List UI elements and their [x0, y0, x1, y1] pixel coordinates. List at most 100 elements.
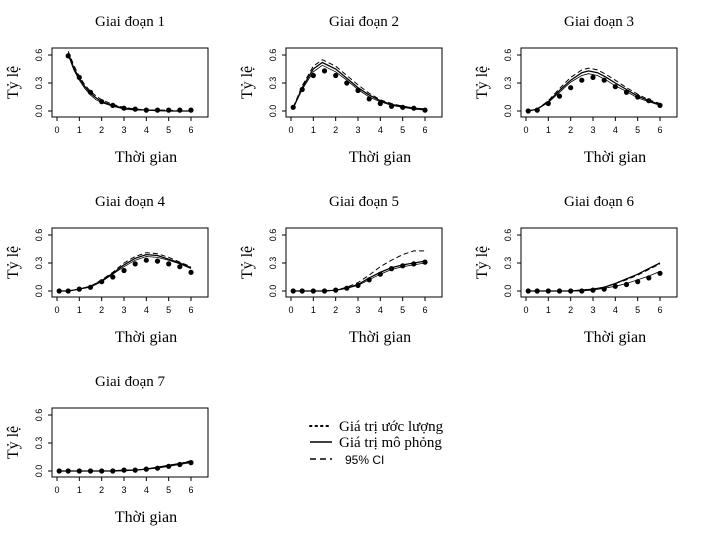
- plot-frame: [285, 47, 443, 118]
- data-point: [132, 261, 138, 267]
- panel-title: Giai đoạn 4: [95, 194, 165, 210]
- data-point: [99, 468, 105, 474]
- panel-title: Giai đoạn 5: [329, 194, 399, 210]
- y-tick-label: 0.0: [503, 285, 513, 298]
- x-tick-label: 1: [77, 485, 82, 495]
- x-axis-label: Thời gian: [115, 509, 177, 526]
- legend-label-estimated: Giá trị ước lượng: [339, 419, 444, 435]
- data-point: [76, 468, 82, 474]
- x-tick-label: 0: [523, 125, 528, 135]
- x-tick-label: 2: [99, 485, 104, 495]
- data-point: [355, 87, 361, 94]
- x-tick-label: 1: [546, 125, 551, 135]
- data-point: [635, 94, 641, 100]
- y-tick-label: 0.6: [268, 229, 278, 242]
- data-point: [579, 288, 585, 294]
- data-point: [310, 288, 316, 294]
- data-point: [612, 84, 618, 90]
- panel-title: Giai đoạn 6: [564, 194, 634, 210]
- x-tick-label: 4: [144, 125, 149, 135]
- data-point: [321, 288, 328, 294]
- x-tick-label: 5: [166, 305, 171, 315]
- series-line-dashed: [292, 59, 426, 110]
- panels: Giai đoạn 1 0 1 2 3 4 5 6 0.0 0.3 0.6 Thời gian Tỷ l…: [5, 14, 678, 526]
- series-line-dashed: [67, 51, 191, 112]
- legend-label-ci: 95% CI: [345, 453, 384, 467]
- x-tick-label: 5: [166, 485, 171, 495]
- x-tick-label: 6: [422, 305, 427, 315]
- series-line-solid-thin: [67, 54, 191, 112]
- data-point: [635, 279, 641, 285]
- x-tick-label: 1: [77, 305, 82, 315]
- data-point: [310, 72, 316, 79]
- data-point: [65, 288, 71, 294]
- data-point: [65, 468, 71, 474]
- y-axis-label: Tỷ lệ: [474, 66, 491, 99]
- data-point: [422, 259, 428, 265]
- data-point: [56, 288, 62, 294]
- x-tick-label: 3: [121, 485, 126, 495]
- y-tick-label: 0.0: [503, 105, 513, 118]
- data-point: [545, 100, 551, 107]
- x-tick-label: 1: [77, 125, 82, 135]
- x-tick-label: 4: [613, 125, 618, 135]
- data-point: [568, 85, 574, 91]
- x-tick-label: 0: [54, 305, 59, 315]
- x-tick-label: 2: [568, 305, 573, 315]
- y-tick-label: 0.0: [268, 105, 278, 118]
- x-tick-label: 0: [288, 125, 293, 135]
- y-tick-label: 0.6: [503, 229, 513, 242]
- plot-frame: [51, 47, 209, 118]
- panel-title: Giai đoạn 1: [95, 14, 165, 30]
- x-tick-label: 6: [188, 125, 193, 135]
- data-point: [657, 270, 663, 276]
- data-point: [534, 288, 540, 294]
- data-point: [143, 466, 149, 472]
- x-axis-label: Thời gian: [115, 329, 177, 346]
- data-point: [87, 468, 94, 474]
- data-point: [556, 288, 563, 294]
- x-axis-label: Thời gian: [349, 329, 411, 346]
- data-point: [657, 102, 663, 108]
- data-point: [110, 102, 116, 108]
- data-point: [87, 89, 94, 95]
- x-tick-label: 3: [590, 305, 595, 315]
- data-point: [177, 107, 183, 113]
- series-line-dashed: [528, 263, 661, 292]
- data-point: [411, 261, 417, 267]
- y-tick-label: 0.0: [34, 105, 44, 118]
- data-point: [333, 72, 339, 79]
- data-point: [545, 288, 551, 294]
- x-tick-label: 5: [166, 125, 171, 135]
- x-tick-label: 2: [568, 125, 573, 135]
- y-axis-label: Tỷ lệ: [5, 426, 22, 459]
- x-axis-label: Thời gian: [584, 329, 646, 346]
- x-tick-label: 4: [144, 485, 149, 495]
- series-line-dashed: [528, 67, 661, 112]
- data-point: [177, 461, 183, 468]
- data-point: [154, 107, 161, 113]
- data-point: [601, 286, 607, 292]
- x-tick-label: 6: [188, 485, 193, 495]
- data-point: [299, 288, 305, 294]
- data-point: [344, 80, 350, 86]
- panel-6: Giai đoạn 6 0 1 2 3 4 5 6 0.0 0.3 0.6 Thời gian Tỷ l…: [474, 194, 678, 346]
- series-line-solid: [292, 61, 426, 110]
- data-point: [177, 264, 183, 270]
- x-axis-label: Thời gian: [115, 149, 177, 166]
- data-point: [568, 288, 574, 294]
- series-line-solid: [528, 262, 661, 292]
- x-tick-label: 4: [613, 305, 618, 315]
- series-line-solid-thin: [59, 256, 192, 292]
- y-tick-label: 0.6: [503, 49, 513, 62]
- panel-2: Giai đoạn 2 0 1 2 3 4 5 6 0.0 0.3 0.6 Thời gian Tỷ l…: [239, 14, 443, 166]
- y-axis-label: Tỷ lệ: [239, 246, 256, 279]
- data-point: [388, 103, 395, 109]
- y-axis-label: Tỷ lệ: [5, 246, 22, 279]
- data-point: [400, 104, 406, 110]
- x-tick-label: 3: [590, 125, 595, 135]
- y-tick-label: 0.0: [34, 465, 44, 478]
- data-point: [110, 468, 116, 474]
- x-tick-label: 6: [422, 125, 427, 135]
